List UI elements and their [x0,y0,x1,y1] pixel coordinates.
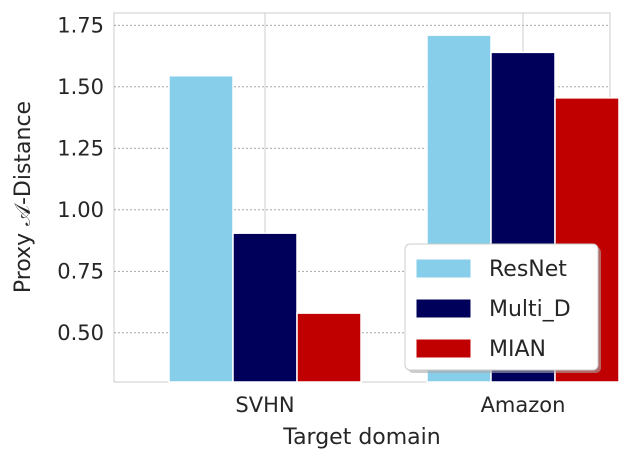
y-tick-label: 0.50 [57,321,104,345]
legend-swatch [415,298,472,319]
legend-label: Multi_D [489,297,571,322]
y-axis-label: Proxy 𝒜-Distance [11,101,36,293]
x-tick-labels: SVHN Amazon [235,393,565,417]
x-tick-label: SVHN [235,393,294,417]
legend-swatch [415,338,472,359]
legend-swatch [415,258,472,279]
y-tick-label: 0.75 [57,259,104,283]
y-tick-label: 1.50 [57,75,104,99]
legend-label: MIAN [489,337,546,362]
bar-mian-svhn [296,312,362,383]
y-tick-label: 1.00 [57,198,104,222]
y-tick-labels: 0.50 0.75 1.00 1.25 1.50 1.75 [57,13,104,345]
bar-resnet-svhn [168,74,234,383]
y-tick-label: 1.25 [57,136,104,160]
y-tick-label: 1.75 [57,13,104,37]
legend: ResNet Multi_D MIAN [404,243,601,373]
x-tick-label: Amazon [481,393,566,417]
bar-multi-d-svhn [232,232,298,383]
x-axis-label: Target domain [282,425,440,450]
legend-label: ResNet [489,257,567,282]
